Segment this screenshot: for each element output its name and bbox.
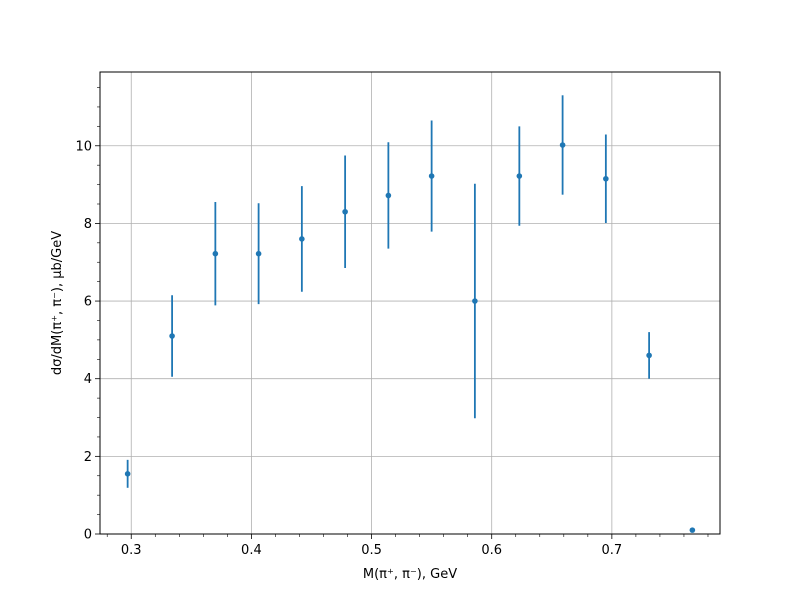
x-tick-label: 0.3 [121, 543, 142, 558]
x-tick-label: 0.6 [481, 543, 502, 558]
data-point [559, 142, 566, 148]
y-tick-label: 2 [84, 450, 92, 465]
y-axis-label: dσ/dM(π⁺, π⁻), μb/GeV [50, 231, 65, 375]
data-point [516, 173, 523, 179]
grid [100, 72, 720, 535]
data-point [212, 250, 219, 257]
data-points [124, 142, 696, 533]
plot-area [100, 72, 720, 534]
data-point [255, 250, 262, 257]
data-point [124, 471, 131, 477]
y-tick-label: 0 [84, 528, 92, 543]
x-axis-label: M(π⁺, π⁻), GeV [363, 567, 457, 582]
y-tick-label: 10 [75, 139, 92, 154]
data-point [342, 208, 348, 215]
x-tick-label: 0.4 [241, 543, 262, 558]
y-tick-label: 8 [84, 217, 92, 232]
major-ticks [95, 145, 613, 539]
data-point [646, 352, 652, 359]
y-tick-label: 6 [84, 295, 92, 310]
x-tick-label: 0.5 [361, 543, 382, 558]
x-tick-label: 0.7 [602, 543, 623, 558]
data-point [689, 527, 696, 533]
data-point [603, 175, 609, 182]
data-point [169, 333, 175, 339]
data-point [385, 192, 392, 199]
plot-frame [99, 71, 721, 535]
y-tick-label: 4 [84, 372, 92, 387]
data-point [299, 236, 305, 242]
data-point [472, 298, 478, 304]
tick-labels: 0.3 0.4 0.5 0.6 0.7 0 2 4 6 8 10 [75, 139, 622, 558]
data-point [428, 173, 435, 179]
